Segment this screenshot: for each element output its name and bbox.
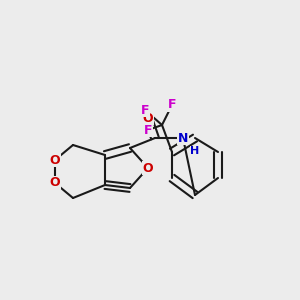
Text: O: O [143,112,153,124]
Text: F: F [168,98,176,112]
Text: O: O [50,154,60,166]
Text: H: H [190,146,200,157]
Text: N: N [178,131,188,145]
Text: O: O [143,161,153,175]
Text: O: O [50,176,60,190]
Text: F: F [141,103,149,116]
Text: F: F [144,124,152,136]
